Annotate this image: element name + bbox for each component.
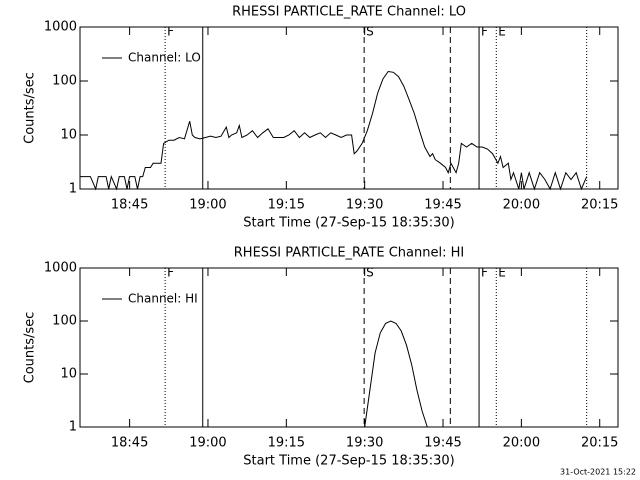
x-tick-label: 20:15 <box>581 198 618 213</box>
event-label: S <box>366 266 374 280</box>
x-tick-label: 20:00 <box>503 198 540 213</box>
footer-timestamp: 31-Oct-2021 15:22 <box>560 468 636 477</box>
event-label: F <box>167 266 174 280</box>
data-line <box>364 320 428 428</box>
x-tick-label: 19:30 <box>346 436 383 451</box>
x-tick-label: 19:15 <box>268 198 305 213</box>
chart-title: RHESSI PARTICLE_RATE Channel: LO <box>232 5 466 20</box>
event-label: E <box>498 25 506 39</box>
chart-title: RHESSI PARTICLE_RATE Channel: HI <box>234 246 464 261</box>
x-tick-label: 19:45 <box>424 198 461 213</box>
y-tick-label: 100 <box>52 314 77 329</box>
x-axis-label: Start Time (27-Sep-15 18:35:30) <box>243 216 454 231</box>
x-tick-label: 20:15 <box>581 436 618 451</box>
x-axis-label: Start Time (27-Sep-15 18:35:30) <box>243 454 454 469</box>
y-tick-label: 1000 <box>44 261 77 276</box>
x-tick-label: 18:45 <box>111 198 148 213</box>
x-tick-label: 19:15 <box>268 436 305 451</box>
event-label: S <box>366 25 374 39</box>
x-tick-label: 19:00 <box>189 436 226 451</box>
y-tick-label: 1 <box>69 182 77 197</box>
x-tick-label: 18:45 <box>111 436 148 451</box>
legend-label: Channel: LO <box>128 51 201 65</box>
plot-frame <box>79 267 619 428</box>
event-label: E <box>498 266 506 280</box>
y-tick-label: 1 <box>69 420 77 435</box>
x-tick-label: 19:45 <box>424 436 461 451</box>
y-tick-label: 10 <box>60 367 77 382</box>
plot-frame <box>79 26 619 190</box>
data-line <box>80 70 588 191</box>
event-label: F <box>481 266 488 280</box>
x-tick-label: 20:00 <box>503 436 540 451</box>
event-label: F <box>167 25 174 39</box>
y-tick-label: 10 <box>60 128 77 143</box>
y-tick-label: 100 <box>52 74 77 89</box>
legend-label: Channel: HI <box>128 292 198 306</box>
y-axis-label: Counts/sec <box>23 72 38 144</box>
y-tick-label: 1000 <box>44 20 77 35</box>
x-tick-label: 19:30 <box>346 198 383 213</box>
x-tick-label: 19:00 <box>189 198 226 213</box>
y-axis-label: Counts/sec <box>23 312 38 384</box>
event-label: F <box>481 25 488 39</box>
